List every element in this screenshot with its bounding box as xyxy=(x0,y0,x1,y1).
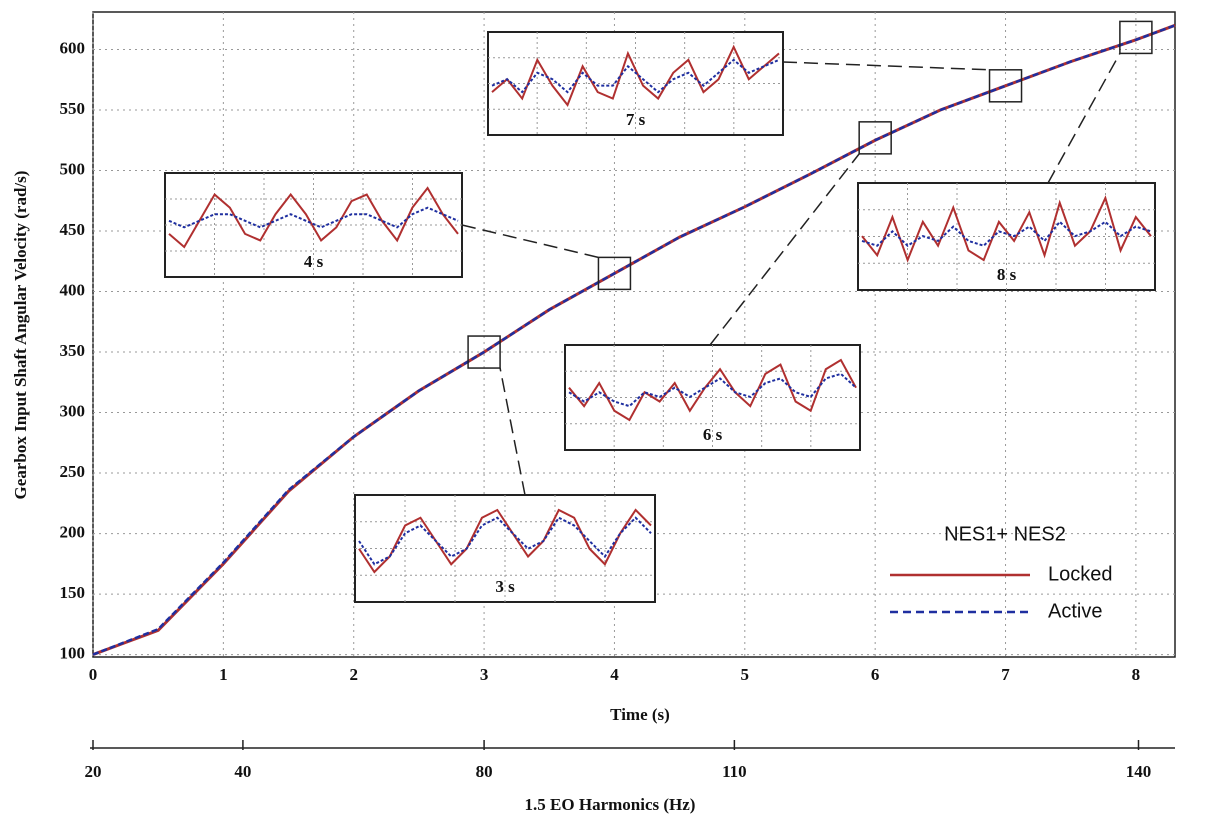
x-tick-label: 6 xyxy=(871,665,880,684)
inset-line xyxy=(168,186,459,249)
connector xyxy=(1047,53,1121,184)
x2-tick-label: 140 xyxy=(1126,762,1152,781)
x-tick-label: 1 xyxy=(219,665,228,684)
x2-tick-label: 110 xyxy=(722,762,747,781)
connector xyxy=(499,367,526,496)
inset-line xyxy=(358,516,652,566)
zoom-box xyxy=(1119,20,1153,55)
inset-line xyxy=(491,44,780,107)
x-tick-label: 8 xyxy=(1132,665,1141,684)
x-tick-label: 0 xyxy=(89,665,98,684)
y-axis-title: Gearbox Input Shaft Angular Velocity (ra… xyxy=(11,171,30,500)
zoom-box xyxy=(597,256,632,291)
legend-title: NES1+ NES2 xyxy=(944,523,1066,545)
y-tick-label: 300 xyxy=(60,401,86,420)
y-tick-label: 500 xyxy=(60,159,86,178)
inset-line xyxy=(861,220,1152,247)
y-tick-label: 250 xyxy=(60,462,86,481)
zoom-box xyxy=(467,335,501,369)
y-tick-label: 150 xyxy=(60,583,86,602)
connector xyxy=(709,153,860,346)
x2-tick-label: 40 xyxy=(234,762,251,781)
x-axis-title: Time (s) xyxy=(610,705,670,724)
inset-line xyxy=(491,58,780,94)
inset-line xyxy=(861,195,1152,263)
x2-tick-label: 80 xyxy=(476,762,493,781)
x-tick-label: 3 xyxy=(480,665,489,684)
y-tick-label: 550 xyxy=(60,99,86,118)
legend-label: Active xyxy=(1048,600,1102,622)
inset-label: 7 s xyxy=(626,110,646,129)
y-tick-label: 400 xyxy=(60,280,86,299)
inset-line xyxy=(568,372,857,408)
inset-label: 6 s xyxy=(703,425,723,444)
x-tick-label: 5 xyxy=(741,665,750,684)
connector xyxy=(782,61,990,71)
x2-tick-label: 20 xyxy=(85,762,102,781)
x-tick-label: 4 xyxy=(610,665,619,684)
inset-label: 4 s xyxy=(304,252,324,271)
series-line xyxy=(92,24,1176,656)
inset-label: 3 s xyxy=(495,577,515,596)
x2-axis-title: 1.5 EO Harmonics (Hz) xyxy=(525,795,696,814)
zoom-box xyxy=(988,69,1023,103)
inset-line xyxy=(168,206,459,229)
y-tick-label: 200 xyxy=(60,522,86,541)
legend-label: Locked xyxy=(1048,563,1113,585)
inset-label: 8 s xyxy=(997,265,1017,284)
zoom-box xyxy=(858,121,892,155)
y-tick-label: 600 xyxy=(60,38,86,57)
x-tick-label: 7 xyxy=(1001,665,1010,684)
y-tick-label: 450 xyxy=(60,220,86,239)
y-tick-label: 100 xyxy=(60,643,86,662)
inset-line xyxy=(568,358,857,422)
y-tick-label: 350 xyxy=(60,341,86,360)
inset-line xyxy=(358,508,652,574)
x-tick-label: 2 xyxy=(349,665,358,684)
connector xyxy=(461,224,599,259)
